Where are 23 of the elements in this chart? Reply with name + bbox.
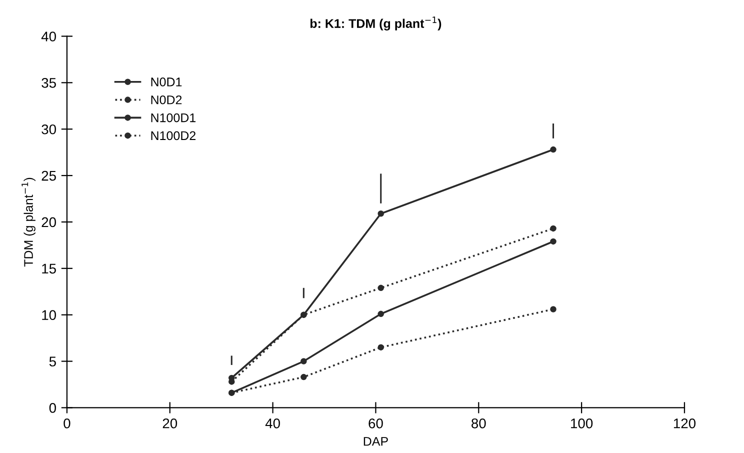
y-tick-label: 5 xyxy=(49,356,56,366)
x-tick-label: 120 xyxy=(674,418,696,428)
y-tick-label: 0 xyxy=(49,403,56,413)
x-tick-label: 40 xyxy=(265,418,280,428)
legend-label: N100D1 xyxy=(151,113,196,122)
y-axis-title: TDM (g plant$^{−1}$) xyxy=(22,178,36,267)
x-tick-label: 60 xyxy=(368,418,383,428)
legend-label: N0D1 xyxy=(151,78,182,86)
legend-label: N0D2 xyxy=(151,95,182,104)
x-tick-label: 100 xyxy=(571,418,593,428)
x-tick-label: 0 xyxy=(64,418,70,428)
y-tick-label: 35 xyxy=(42,78,56,88)
x-tick-label: 20 xyxy=(162,418,178,428)
y-tick-label: 25 xyxy=(42,170,56,181)
x-axis-title: DAP xyxy=(364,437,388,446)
y-tick-label: 15 xyxy=(42,264,56,274)
y-tick-label: 40 xyxy=(41,32,56,42)
legend-label: N100D2 xyxy=(151,131,196,140)
chart-title: b: K1: TDM (g plant$^{−1}$) xyxy=(310,16,442,30)
y-tick-label: 20 xyxy=(42,217,56,228)
y-tick-label: 30 xyxy=(42,124,56,134)
y-tick-label: 10 xyxy=(42,310,56,320)
x-tick-label: 80 xyxy=(472,418,486,428)
